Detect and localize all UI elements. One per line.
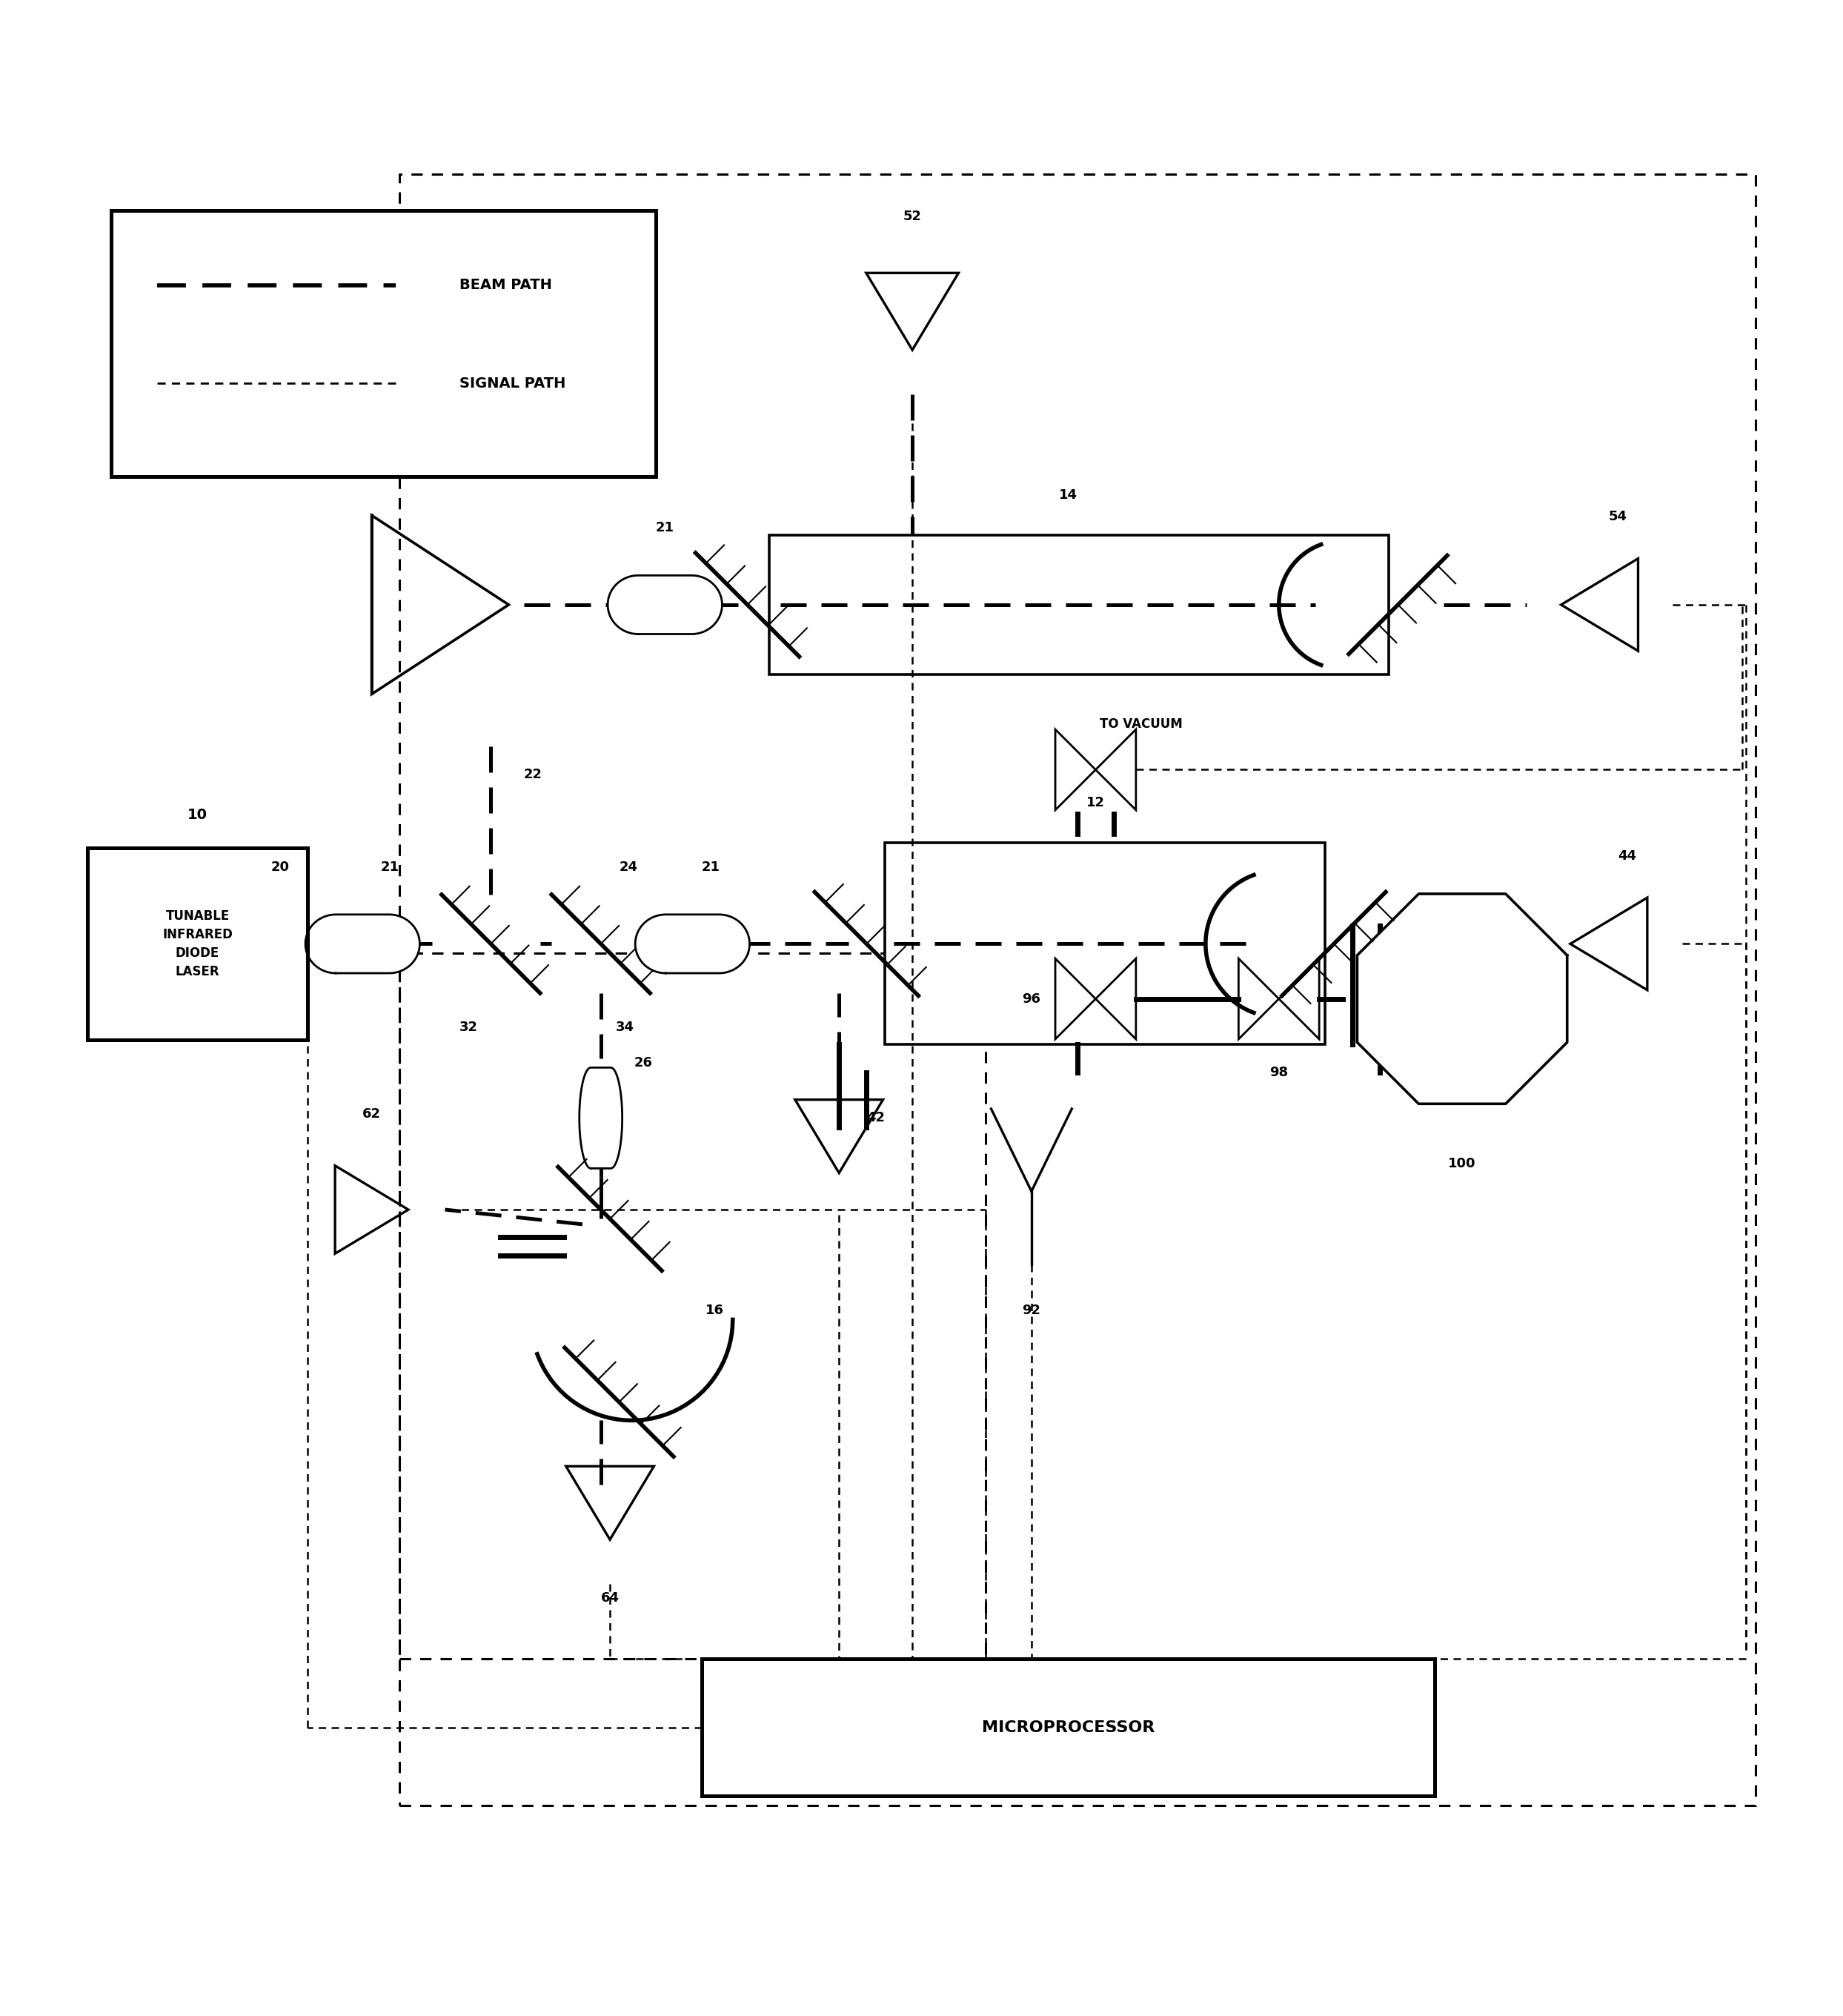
- Text: TO VACUUM: TO VACUUM: [1100, 718, 1183, 730]
- Text: 12: 12: [1086, 796, 1104, 808]
- Text: 44: 44: [1618, 849, 1637, 863]
- Polygon shape: [579, 1068, 623, 1169]
- Polygon shape: [636, 915, 750, 974]
- Text: MICROPROCESSOR: MICROPROCESSOR: [982, 1720, 1154, 1736]
- Text: 62: 62: [363, 1107, 382, 1121]
- Text: 20: 20: [271, 861, 289, 873]
- Text: 21: 21: [702, 861, 721, 873]
- Text: 16: 16: [706, 1304, 724, 1316]
- Bar: [88, 847, 308, 1040]
- Text: 24: 24: [619, 861, 638, 873]
- Text: 52: 52: [903, 210, 922, 224]
- Text: 14: 14: [1060, 488, 1078, 502]
- Bar: [111, 210, 656, 476]
- Text: 22: 22: [523, 768, 542, 780]
- Text: 21: 21: [382, 861, 400, 873]
- Polygon shape: [1356, 893, 1567, 1105]
- Text: 96: 96: [1023, 992, 1041, 1006]
- Text: 34: 34: [616, 1020, 634, 1034]
- Text: 21: 21: [656, 520, 675, 534]
- Text: 98: 98: [1270, 1066, 1288, 1079]
- Polygon shape: [608, 575, 722, 635]
- Polygon shape: [306, 915, 420, 974]
- Text: TUNABLE
INFRARED
DIODE
LASER: TUNABLE INFRARED DIODE LASER: [162, 909, 232, 978]
- Text: 32: 32: [459, 1020, 477, 1034]
- Text: SIGNAL PATH: SIGNAL PATH: [459, 377, 566, 391]
- Text: BEAM PATH: BEAM PATH: [459, 278, 553, 292]
- Text: 10: 10: [188, 808, 208, 823]
- Text: 26: 26: [634, 1056, 652, 1070]
- Text: 92: 92: [1023, 1304, 1041, 1316]
- Bar: [769, 534, 1390, 675]
- Text: 54: 54: [1609, 510, 1627, 524]
- Bar: [702, 1659, 1434, 1796]
- Bar: [885, 843, 1325, 1044]
- Text: 64: 64: [601, 1591, 619, 1605]
- Text: 42: 42: [866, 1111, 885, 1125]
- Text: 100: 100: [1449, 1157, 1476, 1171]
